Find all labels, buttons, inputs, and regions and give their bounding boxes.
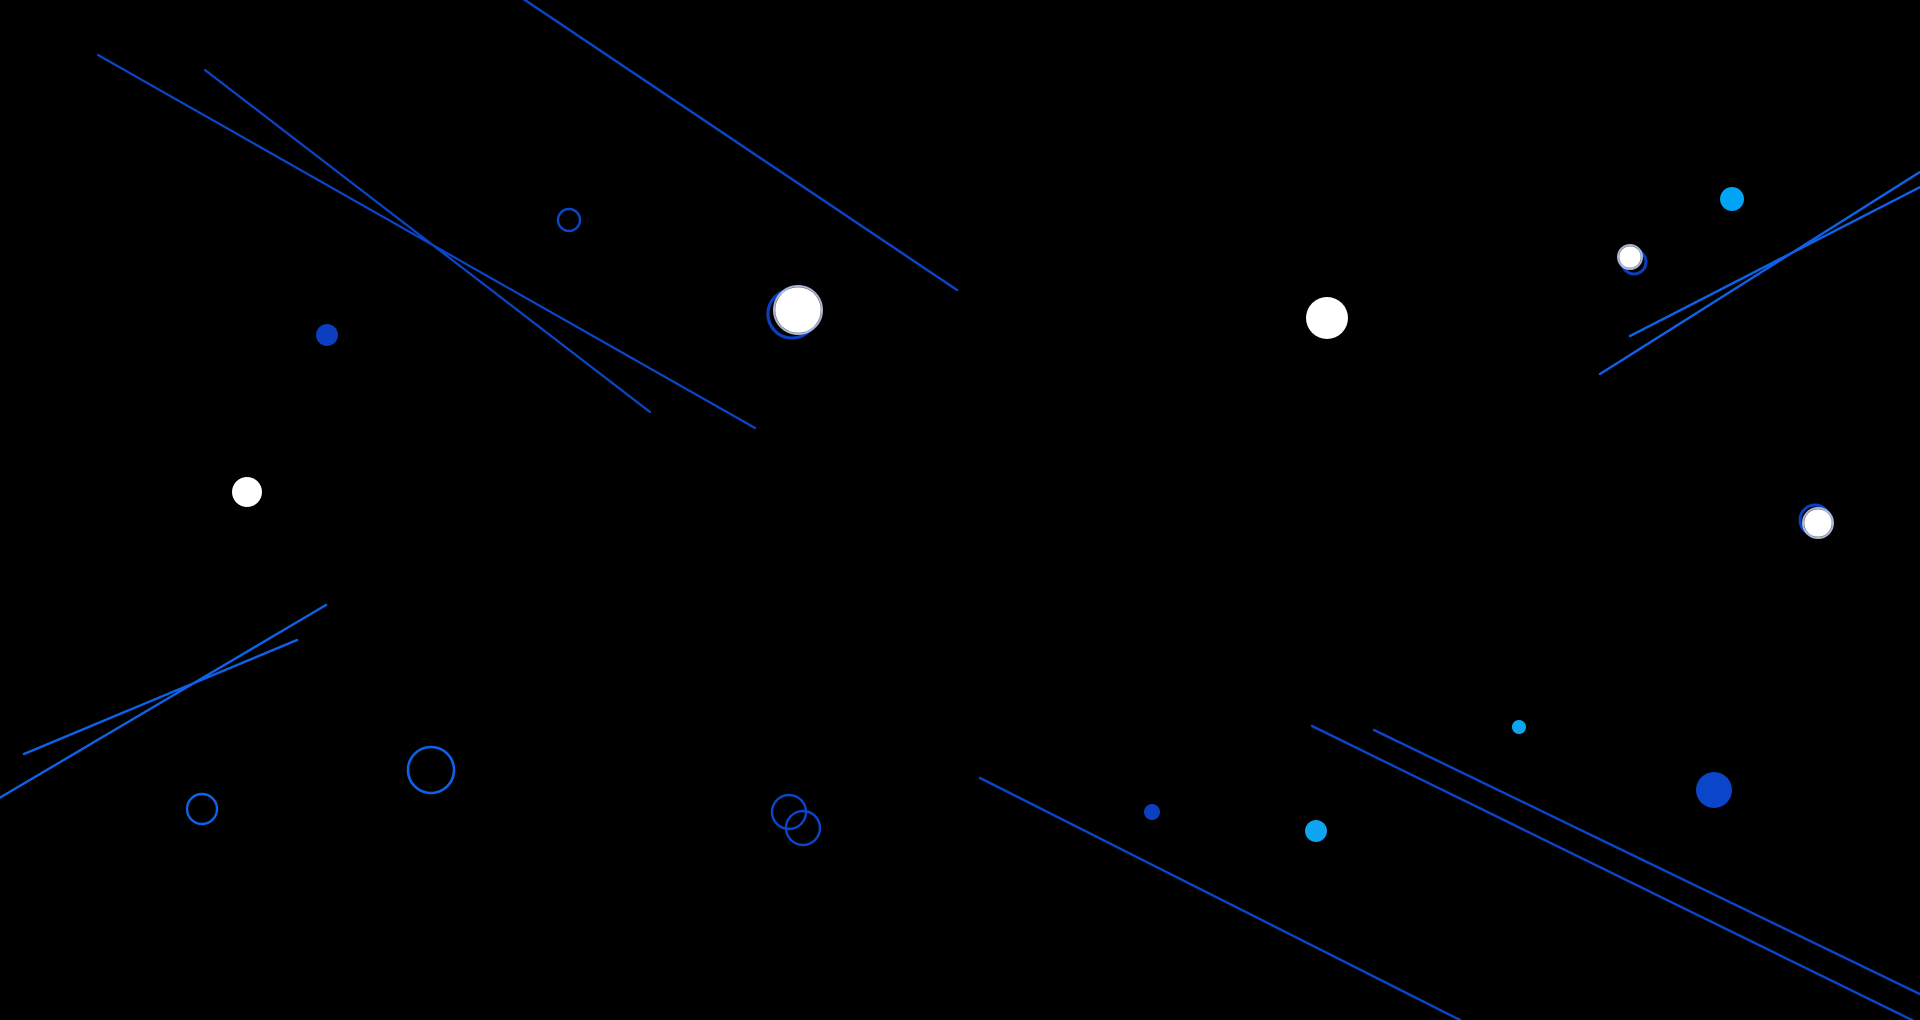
ringed-dot-center-large-halo	[773, 285, 823, 335]
dot-blue-small-bottomcenter	[1144, 804, 1160, 820]
dot-cyan-tiny-bottomright	[1512, 720, 1526, 734]
filled-dot-group	[232, 187, 1744, 842]
ringed-dot-right-small	[1798, 503, 1834, 539]
ringed-dot-center-large	[766, 285, 823, 340]
ring-small-topleft	[556, 207, 582, 233]
ring-overlap-right	[784, 809, 822, 847]
ringed-dot-topright-small-core	[1619, 246, 1641, 268]
ringed-dot-topright-small	[1617, 244, 1648, 276]
line-topright-ascend-b	[1628, 185, 1920, 338]
dot-blue-large-bottomright	[1696, 772, 1732, 808]
ring-medium-bottomleft	[406, 745, 456, 795]
ringed-dot-group	[766, 244, 1834, 539]
line-topright-ascend-a	[1598, 170, 1920, 376]
dot-white-left	[232, 477, 262, 507]
outline-circle-group	[185, 207, 822, 847]
ringed-dot-topright-small-halo	[1617, 244, 1643, 270]
line-bottomleft-b	[22, 638, 299, 756]
dot-cyan-topright	[1720, 187, 1744, 211]
ringed-dot-right-small-core	[1804, 509, 1832, 537]
line-topcenter-descend	[522, 0, 959, 292]
line-bottomright-descend-a	[1310, 724, 1915, 1020]
ringed-dot-right-small-halo	[1802, 507, 1834, 539]
ring-small-bottomleft	[185, 792, 219, 826]
dot-blue-left	[316, 324, 338, 346]
line-topleft-long-b	[203, 68, 652, 414]
line-bottomleft-a	[0, 603, 328, 800]
dot-cyan-bottomcenter	[1305, 820, 1327, 842]
dot-white-center	[1306, 297, 1348, 339]
line-bottomright-descend-b	[1372, 728, 1920, 996]
ringed-dot-center-large-core	[775, 287, 821, 333]
line-bottomcenter-descend	[978, 776, 1462, 1020]
